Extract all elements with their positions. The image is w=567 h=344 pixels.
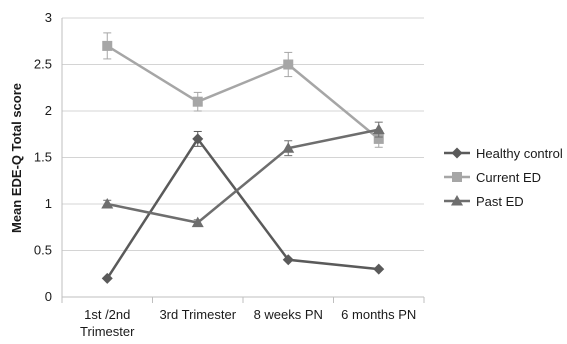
legend-marker <box>451 147 463 159</box>
axes: 0 0.5 1 1.5 2 2.5 3 1st /2nd Trimester 3rd Trimes… <box>34 10 425 339</box>
legend-item: Healthy control <box>444 146 563 161</box>
series-layer <box>101 32 385 284</box>
series-healthy-control <box>101 130 385 284</box>
x-tick-label-line: 6 months PN <box>341 307 416 322</box>
data-point <box>373 133 384 144</box>
data-point <box>373 263 385 275</box>
y-tick-label: 2.5 <box>34 57 52 72</box>
legend-item: Current ED <box>444 170 541 185</box>
x-tick-label-line: 1st /2nd <box>84 307 130 322</box>
y-axis-label: Mean EDE-Q Total score <box>9 83 24 233</box>
y-tick-label: 1 <box>45 196 52 211</box>
data-point <box>282 254 294 266</box>
data-point <box>282 142 295 153</box>
x-tick-label: 8 weeks PN <box>254 307 323 322</box>
series-line <box>106 136 379 280</box>
series-line <box>106 44 380 140</box>
series-current-ed <box>102 32 384 148</box>
y-tick-label: 1.5 <box>34 150 52 165</box>
data-point <box>192 96 203 107</box>
legend: Healthy control Current ED Past ED <box>444 146 563 209</box>
x-tick-label-line: 3rd Trimester <box>159 307 236 322</box>
data-point <box>283 59 294 70</box>
legend-label: Past ED <box>476 194 524 209</box>
legend-marker <box>452 172 462 182</box>
legend-label: Healthy control <box>476 146 563 161</box>
data-point <box>372 123 385 135</box>
legend-label: Current ED <box>476 170 541 185</box>
series-past-ed <box>101 121 385 228</box>
x-tick-label: 6 months PN <box>341 307 416 322</box>
legend-marker <box>451 195 463 206</box>
series-line <box>106 128 380 224</box>
x-tick-label-line: 8 weeks PN <box>254 307 323 322</box>
data-point <box>192 133 204 145</box>
y-tick-label: 0.5 <box>34 243 52 258</box>
data-point <box>191 216 204 228</box>
gridlines <box>62 17 424 251</box>
x-tick-label: 3rd Trimester <box>159 307 236 322</box>
y-tick-label: 0 <box>45 289 52 304</box>
x-tick-label-line: Trimester <box>80 324 135 339</box>
data-point <box>102 40 113 51</box>
data-point <box>101 272 113 284</box>
y-tick-label: 3 <box>45 10 52 25</box>
legend-item: Past ED <box>444 194 524 209</box>
y-tick-label: 2 <box>45 103 52 118</box>
data-point <box>101 198 114 209</box>
x-tick-label: 1st /2nd Trimester <box>80 307 135 339</box>
